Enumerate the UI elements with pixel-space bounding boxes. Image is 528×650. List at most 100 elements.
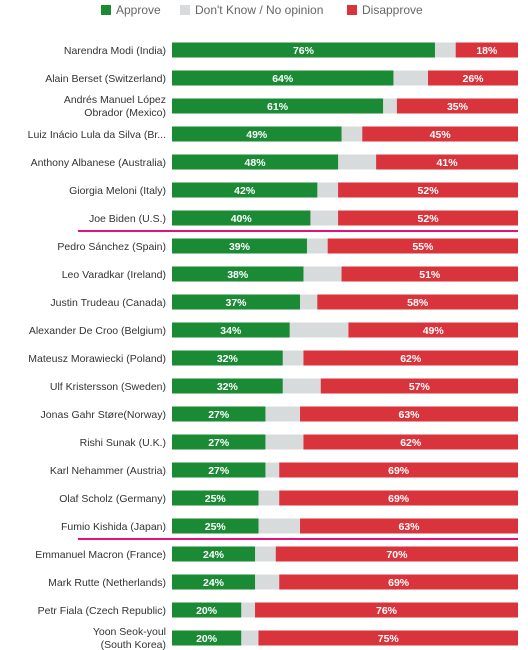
bar-disapprove xyxy=(396,98,518,114)
bar-disapprove xyxy=(376,154,518,170)
category-label: Alain Berset (Switzerland) xyxy=(45,73,166,85)
disapprove-value-label: 49% xyxy=(423,325,445,337)
disapprove-value-label: 69% xyxy=(388,577,410,589)
category-label: Narendra Modi (India) xyxy=(64,45,166,57)
category-label: Karl Nehammer (Austria) xyxy=(50,465,166,477)
bar-approve xyxy=(172,70,394,86)
chart-row: Fumio Kishida (Japan) 25% 63% xyxy=(61,518,518,540)
chart-row: Andrés Manuel López Obrador (Mexico) 61% 35… xyxy=(64,94,518,119)
bar-approve xyxy=(172,126,342,142)
approve-value-label: 32% xyxy=(217,353,239,365)
approve-value-label: 38% xyxy=(227,269,249,281)
bar-disapprove xyxy=(327,238,518,254)
bar-approve xyxy=(172,602,242,618)
bar-approve xyxy=(172,462,266,478)
chart-row: Anthony Albanese (Australia) 48% 41% xyxy=(31,154,518,170)
disapprove-value-label: 63% xyxy=(399,409,421,421)
approve-value-label: 25% xyxy=(205,493,227,505)
bar-approve xyxy=(172,490,259,506)
disapprove-value-label: 45% xyxy=(430,129,452,141)
bar-disapprove xyxy=(258,630,518,646)
chart-row: Mark Rutte (Netherlands) 24% 69% xyxy=(48,574,518,590)
category-label: Justin Trudeau (Canada) xyxy=(50,297,166,309)
bar-approve xyxy=(172,546,256,562)
bar-disapprove xyxy=(303,434,518,450)
chart-row: Ulf Kristersson (Sweden) 32% 57% xyxy=(50,378,518,394)
category-label: Alexander De Croo (Belgium) xyxy=(29,325,166,337)
approve-value-label: 25% xyxy=(205,521,227,533)
bar-disapprove xyxy=(320,378,518,394)
legend-label-approve: Approve xyxy=(116,3,161,17)
disapprove-value-label: 69% xyxy=(388,493,410,505)
chart-row: Rishi Sunak (U.K.) 27% 62% xyxy=(80,434,518,450)
disapprove-value-label: 52% xyxy=(418,213,440,225)
approve-value-label: 39% xyxy=(229,241,251,253)
approve-value-label: 20% xyxy=(196,633,218,645)
category-label: Fumio Kishida (Japan) xyxy=(61,521,166,533)
disapprove-value-label: 75% xyxy=(378,633,400,645)
approve-value-label: 40% xyxy=(231,213,253,225)
chart-row: Emmanuel Macron (France) 24% 70% xyxy=(35,546,518,562)
category-label: Giorgia Meloni (Italy) xyxy=(69,185,166,197)
category-label: Emmanuel Macron (France) xyxy=(35,549,166,561)
disapprove-value-label: 76% xyxy=(376,605,398,617)
chart-row: Luiz Inácio Lula da Silva (Br... 49% 45% xyxy=(28,126,518,142)
bar-disapprove xyxy=(428,70,518,86)
bar-disapprove xyxy=(279,462,518,478)
category-label: Andrés Manuel López Obrador (Mexico) xyxy=(64,94,166,119)
disapprove-value-label: 62% xyxy=(400,437,422,449)
bar-approve xyxy=(172,42,435,58)
approve-value-label: 49% xyxy=(246,129,268,141)
disapprove-value-label: 57% xyxy=(409,381,431,393)
bar-approve xyxy=(172,238,307,254)
category-label: Anthony Albanese (Australia) xyxy=(31,157,166,169)
category-label: Mark Rutte (Netherlands) xyxy=(48,577,166,589)
chart-row: Petr Fiala (Czech Republic) 20% 76% xyxy=(38,602,519,618)
bar-disapprove xyxy=(275,546,518,562)
category-label: Pedro Sánchez (Spain) xyxy=(57,241,166,253)
disapprove-value-label: 18% xyxy=(476,45,498,57)
disapprove-value-label: 52% xyxy=(418,185,440,197)
category-label: Yoon Seok-youl (South Korea) xyxy=(93,626,166,650)
approve-value-label: 48% xyxy=(245,157,267,169)
legend: Approve Don't Know / No opinion Disapprove xyxy=(101,3,423,17)
approve-value-label: 24% xyxy=(203,577,225,589)
legend-label-dont_know: Don't Know / No opinion xyxy=(195,3,323,17)
approve-value-label: 34% xyxy=(220,325,242,337)
disapprove-value-label: 51% xyxy=(419,269,441,281)
bar-approve xyxy=(172,406,266,422)
approve-value-label: 27% xyxy=(208,437,230,449)
chart-row: Alain Berset (Switzerland) 64% 26% xyxy=(45,70,518,86)
category-label: Luiz Inácio Lula da Silva (Br... xyxy=(28,129,166,141)
legend-label-disapprove: Disapprove xyxy=(362,3,423,17)
chart-row: Olaf Scholz (Germany) 25% 69% xyxy=(59,490,518,506)
bar-disapprove xyxy=(303,350,518,366)
approve-value-label: 42% xyxy=(234,185,256,197)
approve-value-label: 27% xyxy=(208,409,230,421)
disapprove-value-label: 58% xyxy=(407,297,429,309)
disapprove-value-label: 35% xyxy=(447,101,469,113)
category-label: Olaf Scholz (Germany) xyxy=(59,493,166,505)
approve-value-label: 27% xyxy=(208,465,230,477)
bar-disapprove xyxy=(255,602,519,618)
bar-approve xyxy=(172,182,318,198)
bar-disapprove xyxy=(300,518,518,534)
bar-approve xyxy=(172,154,339,170)
disapprove-value-label: 41% xyxy=(437,157,459,169)
bar-approve xyxy=(172,350,283,366)
bar-disapprove xyxy=(338,210,518,226)
bar-disapprove xyxy=(317,294,518,310)
approve-value-label: 64% xyxy=(272,73,294,85)
bar-disapprove xyxy=(455,42,518,58)
bar-approve xyxy=(172,574,256,590)
bar-approve xyxy=(172,322,290,338)
bar-disapprove xyxy=(362,126,518,142)
bar-approve xyxy=(172,518,259,534)
chart-row: Jonas Gahr Støre(Norway) 27% 63% xyxy=(41,406,518,422)
disapprove-value-label: 62% xyxy=(400,353,422,365)
bar-approve xyxy=(172,266,304,282)
chart-row: Yoon Seok-youl (South Korea) 20% 75% xyxy=(93,626,518,650)
chart-row: Giorgia Meloni (Italy) 42% 52% xyxy=(69,182,518,198)
bar-disapprove xyxy=(279,490,518,506)
